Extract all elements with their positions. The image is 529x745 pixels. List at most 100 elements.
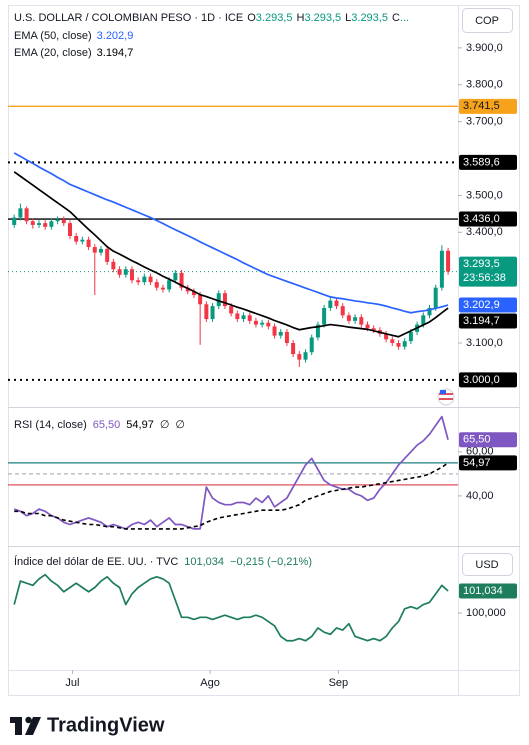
price-label-box bbox=[459, 211, 517, 227]
candle-body bbox=[86, 239, 91, 248]
candle-body bbox=[396, 343, 401, 347]
legend-name: EMA (50, close) bbox=[14, 30, 92, 42]
legend-extra: ∅ bbox=[175, 419, 185, 431]
legend-value: 3.293,5 bbox=[304, 12, 341, 24]
candle-body bbox=[241, 315, 246, 320]
logo-icon bbox=[10, 716, 41, 735]
legend-row: EMA (20, close) 3.194,7 bbox=[14, 47, 133, 59]
candle-body bbox=[30, 221, 35, 225]
candle-body bbox=[98, 248, 103, 253]
candle-body bbox=[340, 306, 345, 316]
price-label: 3.293,5 bbox=[463, 258, 500, 270]
price-label: 3.202,9 bbox=[463, 299, 500, 311]
candle-body bbox=[222, 293, 227, 307]
series-line bbox=[13, 573, 449, 642]
candle-body bbox=[36, 223, 41, 225]
logo-text: TradingView bbox=[47, 714, 165, 736]
candle-body bbox=[185, 287, 190, 292]
legend-title: U.S. DOLLAR / COLOMBIAN PESO · 1D · ICE O… bbox=[14, 12, 409, 24]
currency-button[interactable] bbox=[462, 8, 513, 33]
candle-body bbox=[266, 322, 271, 327]
candle-body bbox=[43, 223, 48, 227]
candle-body bbox=[191, 291, 196, 296]
candle-body bbox=[384, 333, 389, 340]
legend-value: 101,034 bbox=[184, 556, 224, 568]
candle-body bbox=[154, 282, 159, 288]
price-label: 3.436,0 bbox=[463, 213, 500, 225]
candle-body bbox=[309, 337, 314, 353]
candle-body bbox=[142, 276, 147, 283]
candle-body bbox=[315, 324, 320, 338]
series-line bbox=[13, 171, 449, 338]
candle-body bbox=[216, 293, 221, 307]
candle-body bbox=[136, 280, 141, 283]
candle-body bbox=[359, 317, 364, 325]
y-tick-label: 3.800,0 bbox=[466, 79, 503, 91]
legend-key: C bbox=[392, 12, 400, 24]
candle-body bbox=[328, 300, 333, 308]
y-tick-label: 3.100,0 bbox=[466, 337, 503, 349]
candle-body bbox=[260, 322, 265, 325]
legend-value: 65,50 bbox=[93, 419, 121, 431]
legend-row: RSI (14, close) 65,50 54,97 ∅ ∅ bbox=[14, 419, 185, 431]
candle-body bbox=[49, 221, 54, 227]
price-label-box bbox=[459, 372, 517, 388]
currency-button[interactable] bbox=[462, 553, 513, 576]
y-tick-label: 3.700,0 bbox=[466, 116, 503, 128]
candle-body bbox=[173, 272, 178, 281]
candle-body bbox=[291, 343, 296, 355]
currency-label[interactable]: COP bbox=[475, 15, 499, 27]
legend-symbol: U.S. DOLLAR / COLOMBIAN PESO · 1D · ICE bbox=[14, 12, 243, 24]
series-line bbox=[13, 152, 449, 314]
candle-body bbox=[129, 269, 134, 281]
candle-body bbox=[421, 315, 426, 325]
candle-body bbox=[247, 315, 252, 321]
candle-body bbox=[272, 326, 277, 336]
legend-value: 54,97 bbox=[126, 419, 154, 431]
legend-value: ... bbox=[400, 12, 409, 24]
y-tick-label: 3.500,0 bbox=[466, 189, 503, 201]
candle-body bbox=[322, 307, 327, 325]
candle-body bbox=[117, 269, 122, 275]
candle-body bbox=[346, 315, 351, 321]
currency-label[interactable]: USD bbox=[475, 559, 498, 571]
y-tick-label: 60,00 bbox=[466, 446, 494, 458]
legend-key: H bbox=[296, 12, 304, 24]
legend-value: 3.194,7 bbox=[97, 47, 134, 59]
flag-icon[interactable] bbox=[437, 388, 455, 406]
candle-body bbox=[229, 306, 234, 314]
candle-body bbox=[67, 223, 72, 237]
x-tick-label: Sep bbox=[329, 677, 349, 689]
candle-body bbox=[278, 331, 283, 336]
price-label: 3.589,6 bbox=[463, 156, 500, 168]
series-line bbox=[13, 415, 449, 530]
y-tick-label: 40,00 bbox=[466, 490, 494, 502]
candle-body bbox=[253, 320, 258, 325]
candle-body bbox=[111, 261, 116, 270]
y-tick-label: 3.400,0 bbox=[466, 226, 503, 238]
legend-row: Índice del dólar de EE. UU. · TVC 101,034… bbox=[14, 555, 312, 568]
candle-body bbox=[427, 307, 432, 316]
x-tick-label: Ago bbox=[200, 677, 220, 689]
price-label-box bbox=[459, 455, 517, 471]
candle-body bbox=[334, 300, 339, 307]
candle-body bbox=[18, 208, 23, 218]
y-tick-label: 100,000 bbox=[466, 607, 506, 619]
candle-body bbox=[204, 304, 209, 320]
price-label: 101,034 bbox=[463, 585, 503, 597]
candle-body bbox=[167, 280, 172, 290]
legend-name: Índice del dólar de EE. UU. · TVC bbox=[14, 555, 178, 568]
price-label: 23:56:38 bbox=[463, 272, 506, 284]
price-label: 3.741,5 bbox=[463, 100, 500, 112]
candle-body bbox=[160, 287, 165, 290]
legend-key: O bbox=[247, 12, 256, 24]
candle-body bbox=[390, 339, 395, 344]
candle-body bbox=[12, 217, 17, 225]
candle-body bbox=[198, 295, 203, 305]
candle-body bbox=[105, 248, 110, 262]
candle-body bbox=[55, 219, 60, 222]
candle-body bbox=[148, 276, 153, 283]
